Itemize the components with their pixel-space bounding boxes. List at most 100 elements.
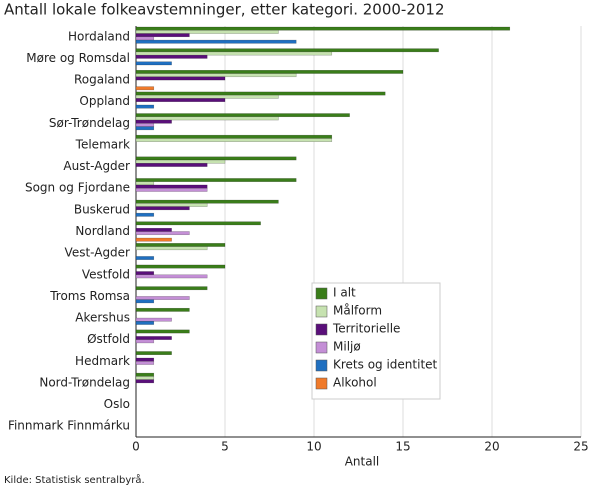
bar xyxy=(135,61,172,66)
legend-label: Alkohol xyxy=(333,376,377,390)
bar xyxy=(135,39,297,44)
bar xyxy=(135,119,172,124)
bar xyxy=(135,286,208,291)
x-tick-label: 15 xyxy=(395,440,410,454)
chart-title: Antall lokale folkeavstemninger, etter k… xyxy=(4,1,445,19)
legend-swatch xyxy=(315,287,328,300)
bar xyxy=(135,187,208,192)
bar xyxy=(135,357,155,362)
legend-swatch xyxy=(315,323,328,336)
bar xyxy=(135,246,208,251)
bar xyxy=(135,70,404,74)
x-tick-label: 25 xyxy=(573,440,588,454)
y-tick-label: Rogaland xyxy=(74,73,130,87)
bar xyxy=(135,296,190,300)
legend-box xyxy=(311,282,441,400)
bar xyxy=(135,274,208,279)
bar xyxy=(135,321,155,325)
legend-swatch xyxy=(315,359,328,372)
bar xyxy=(135,91,386,96)
bar xyxy=(135,126,155,131)
bar xyxy=(135,134,333,139)
bar xyxy=(135,73,297,78)
x-tick-label: 20 xyxy=(484,440,499,454)
bar xyxy=(135,138,333,142)
y-tick-label: Østfold xyxy=(87,332,130,346)
bar xyxy=(135,329,190,334)
bar xyxy=(135,212,155,217)
x-tick-label: 10 xyxy=(306,440,321,454)
bar xyxy=(135,203,208,207)
bar xyxy=(135,104,155,109)
source: Kilde: Statistisk sentralbyrå. xyxy=(4,473,145,486)
y-tick-label: Buskerud xyxy=(74,202,130,216)
bar xyxy=(135,178,297,182)
bar xyxy=(135,299,155,304)
bar xyxy=(135,307,190,312)
y-tick-label: Vestfold xyxy=(82,267,130,281)
bar xyxy=(135,264,226,269)
bar xyxy=(135,237,172,242)
bar xyxy=(135,184,208,189)
bar xyxy=(135,199,279,204)
legend-label: Krets og identitet xyxy=(333,358,438,372)
bar xyxy=(135,271,155,276)
legend-label: Territorielle xyxy=(332,322,400,336)
bar xyxy=(135,361,155,365)
bar xyxy=(135,26,511,31)
bar xyxy=(135,86,155,91)
legend-label: Miljø xyxy=(333,340,361,354)
bar xyxy=(135,98,226,102)
y-tick-label: Hordaland xyxy=(68,29,130,43)
bar xyxy=(135,113,350,118)
bar xyxy=(135,221,261,226)
x-tick-label: 0 xyxy=(132,440,140,454)
bar xyxy=(135,256,155,260)
bar xyxy=(135,30,279,34)
bar xyxy=(135,206,190,211)
y-tick-label: Finnmark Finnmárku xyxy=(8,419,130,433)
y-tick-label: Aust-Agder xyxy=(63,159,130,173)
legend-swatch xyxy=(315,305,328,318)
bar xyxy=(135,159,226,164)
bar xyxy=(135,123,155,127)
bar xyxy=(135,51,333,56)
bar xyxy=(135,94,279,99)
bar xyxy=(135,33,190,38)
bar xyxy=(135,339,155,344)
bar xyxy=(135,116,279,121)
legend-swatch xyxy=(315,341,328,354)
y-tick-label: Oslo xyxy=(104,397,130,411)
bar xyxy=(135,156,297,161)
bar xyxy=(135,76,226,81)
bar xyxy=(135,181,155,186)
bar xyxy=(135,336,172,340)
y-tick-label: Sogn og Fjordane xyxy=(25,181,130,195)
legend-label: I alt xyxy=(333,286,356,300)
bar xyxy=(135,48,439,53)
y-tick-label: Sør-Trøndelag xyxy=(49,116,130,130)
bar xyxy=(135,351,172,355)
x-tick-label: 5 xyxy=(221,440,229,454)
legend-label: Målform xyxy=(333,304,382,318)
y-tick-label: Hedmark xyxy=(75,354,130,368)
x-axis-label: Antall xyxy=(345,455,380,469)
bar xyxy=(135,376,155,380)
bar xyxy=(135,243,226,247)
legend-swatch xyxy=(315,377,328,390)
bar xyxy=(135,372,155,377)
y-tick-label: Nordland xyxy=(75,224,130,238)
bar xyxy=(135,379,155,384)
y-tick-label: Nord-Trøndelag xyxy=(39,375,130,389)
bar xyxy=(135,54,208,59)
bar xyxy=(135,163,208,167)
y-tick-label: Vest-Agder xyxy=(65,246,131,260)
y-tick-label: Troms Romsa xyxy=(49,289,130,303)
bar xyxy=(135,227,172,232)
y-tick-label: Møre og Romsdal xyxy=(26,51,130,65)
y-tick-label: Telemark xyxy=(75,137,130,151)
y-tick-label: Akershus xyxy=(75,311,130,325)
bar xyxy=(135,36,155,41)
bar xyxy=(135,231,190,236)
